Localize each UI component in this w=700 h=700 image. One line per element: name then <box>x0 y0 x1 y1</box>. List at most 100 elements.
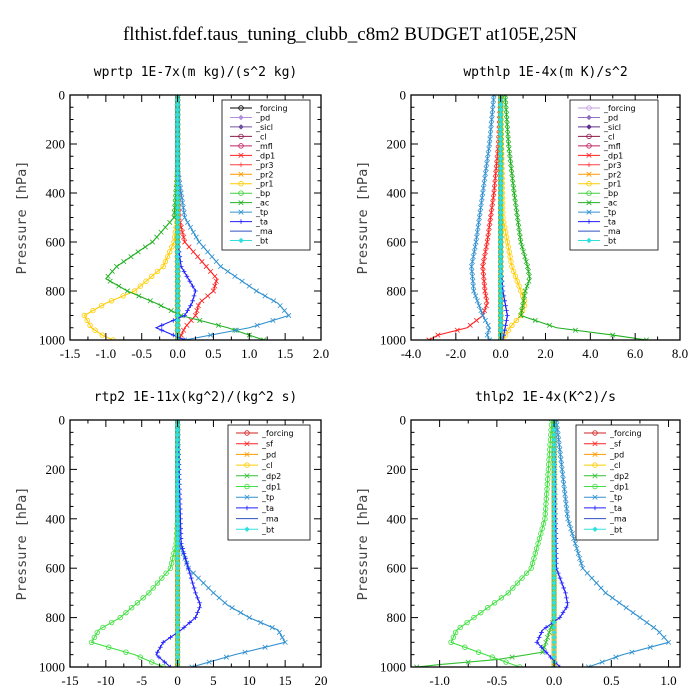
data-point <box>480 185 486 191</box>
data-point <box>489 112 495 118</box>
data-point <box>539 525 545 532</box>
data-point <box>509 263 515 270</box>
data-point <box>486 327 492 333</box>
data-point <box>512 273 519 279</box>
data-point <box>558 456 564 463</box>
data-point <box>518 312 524 319</box>
data-point <box>199 298 205 304</box>
series-group <box>414 420 672 667</box>
data-point <box>509 170 515 176</box>
x-tick-label: 0.0 <box>546 673 562 688</box>
data-point <box>483 303 489 309</box>
data-point <box>510 268 517 275</box>
data-point <box>146 590 152 596</box>
legend-entry: _sicl <box>603 123 621 132</box>
data-point <box>242 649 248 655</box>
data-point <box>534 640 540 645</box>
legend-marker <box>586 200 592 206</box>
data-point <box>487 131 493 137</box>
data-point <box>465 659 471 665</box>
y-axis-label: Pressure [hPa] <box>14 487 30 601</box>
data-point <box>147 298 153 304</box>
chart-grid: wprtp 1E-7x(m kg)/(s^2 kg) Pressure [hPa]… <box>14 65 688 688</box>
data-point <box>99 332 105 338</box>
data-point <box>492 180 498 186</box>
data-point <box>489 205 495 211</box>
data-point <box>171 214 177 221</box>
data-point <box>503 107 509 113</box>
y-tick-label: 400 <box>46 186 66 201</box>
data-point <box>516 229 523 235</box>
data-point <box>505 244 511 250</box>
legend-marker <box>244 505 250 511</box>
data-point <box>578 560 584 566</box>
y-axis-label: Pressure [hPa] <box>355 161 371 275</box>
data-point <box>212 273 218 279</box>
legend-marker <box>586 171 592 177</box>
data-point <box>184 560 190 566</box>
legend-marker <box>238 237 244 244</box>
data-point <box>142 244 148 250</box>
data-point <box>108 619 115 626</box>
legend-marker <box>244 526 250 533</box>
data-point <box>480 263 486 270</box>
data-point <box>484 605 491 611</box>
y-tick-label: 200 <box>387 462 407 477</box>
data-point <box>197 600 202 606</box>
data-point <box>218 263 224 270</box>
legend-marker <box>586 219 592 224</box>
data-point <box>475 224 481 230</box>
data-point <box>426 337 432 340</box>
legend-entry: _dp2 <box>609 472 629 481</box>
x-tick-label: -0.5 <box>131 346 152 361</box>
data-point <box>593 580 600 586</box>
data-point <box>656 629 662 636</box>
data-point <box>450 634 457 641</box>
data-point <box>181 234 187 240</box>
y-tick-label: 800 <box>387 284 407 299</box>
data-point <box>560 476 566 482</box>
legend-entry: _forcing <box>261 429 294 438</box>
legend-entry: _cl <box>609 461 621 470</box>
data-point <box>143 278 149 284</box>
data-point <box>193 288 198 294</box>
data-point <box>188 303 193 308</box>
data-point <box>182 337 188 340</box>
data-point <box>508 161 514 167</box>
data-point <box>473 239 479 245</box>
data-point <box>154 268 161 275</box>
x-tick-label: 0.5 <box>603 673 619 688</box>
data-point <box>117 614 123 621</box>
legend-entry: _ta <box>603 218 616 227</box>
data-point <box>531 555 537 562</box>
legend-marker <box>592 473 598 479</box>
data-point <box>180 200 186 206</box>
data-point <box>508 258 514 265</box>
data-point <box>563 501 569 507</box>
legend-entry: _bt <box>261 525 274 534</box>
data-point <box>159 327 165 333</box>
data-point <box>543 625 549 630</box>
data-point <box>557 615 563 620</box>
legend-entry: _pd <box>609 450 624 459</box>
x-tick-label: 1.0 <box>241 346 257 361</box>
data-point <box>184 322 190 328</box>
x-tick-label: 0.0 <box>169 346 185 361</box>
data-point <box>470 278 476 284</box>
data-point <box>520 249 527 255</box>
data-point <box>246 615 252 621</box>
data-point <box>195 303 201 309</box>
data-point <box>516 283 522 289</box>
data-point <box>564 595 569 601</box>
y-tick-label: 1000 <box>39 333 65 348</box>
data-point <box>643 337 649 340</box>
data-point <box>475 649 482 655</box>
data-point <box>480 190 486 196</box>
data-point <box>98 303 105 309</box>
data-point <box>191 293 197 299</box>
y-tick-label: 1000 <box>39 660 65 675</box>
data-point <box>190 570 196 576</box>
legend-entry: _pr2 <box>603 170 621 179</box>
data-point <box>512 200 519 206</box>
